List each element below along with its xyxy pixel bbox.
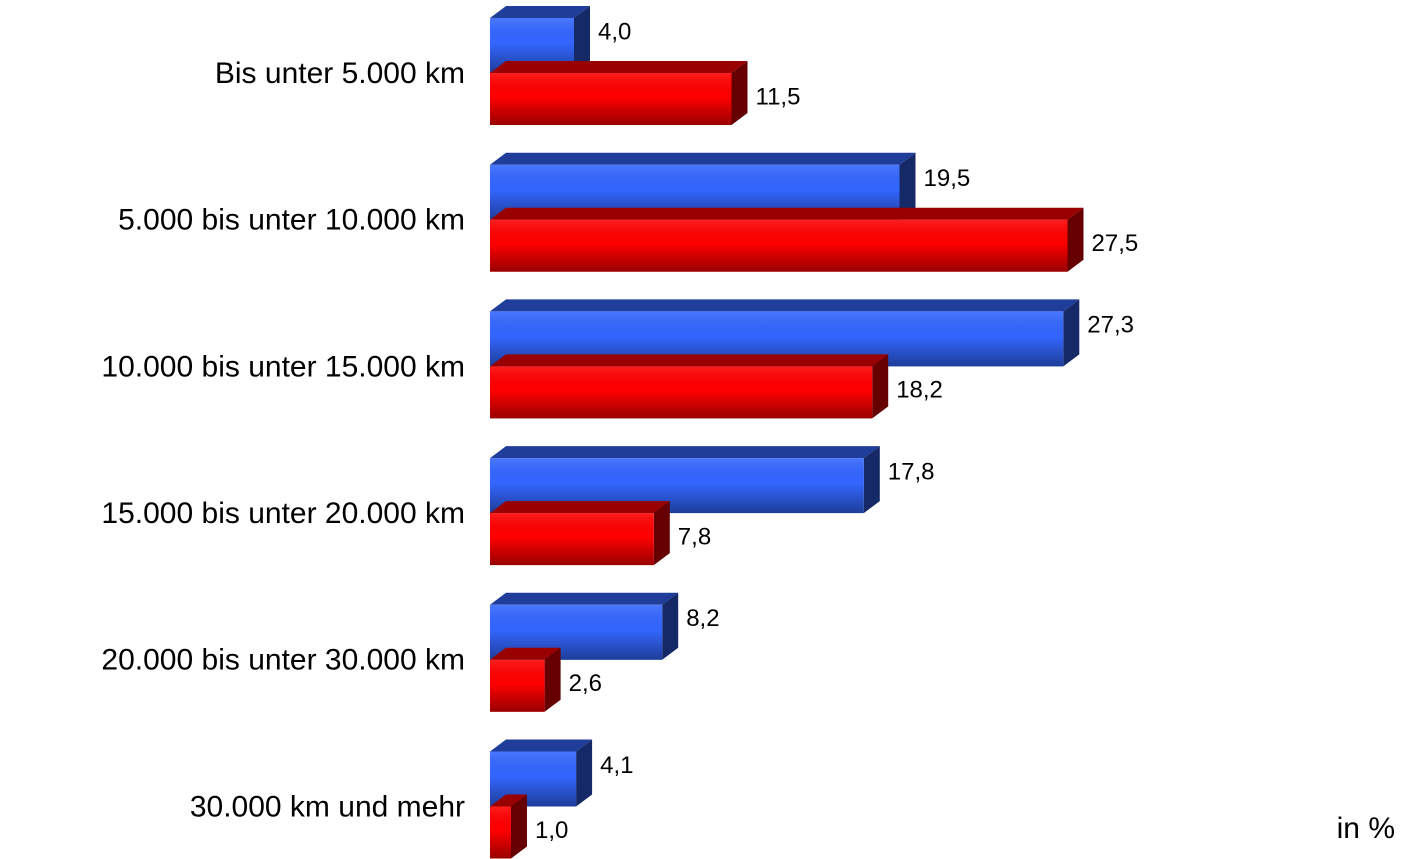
bar-side-face (899, 152, 916, 220)
category-label: 30.000 km und mehr (190, 790, 465, 823)
value-label: 7,8 (678, 523, 711, 550)
value-label: 18,2 (896, 377, 943, 404)
value-label: 2,6 (569, 670, 602, 697)
bar-top-face (490, 592, 679, 605)
bar-side-face (576, 739, 593, 807)
value-label: 19,5 (924, 165, 971, 192)
bar-top-face (490, 6, 590, 18)
category-label: Bis unter 5.000 km (215, 57, 465, 90)
bar-top-face (490, 207, 1084, 220)
bar-shade (490, 513, 654, 566)
value-label: 4,1 (600, 752, 633, 779)
bar-side-face (1067, 207, 1084, 272)
bar-side-face (511, 794, 527, 859)
bar-shade (490, 73, 732, 125)
value-label: 27,3 (1087, 312, 1134, 339)
value-label: 17,8 (888, 458, 935, 485)
bar-side-face (731, 61, 748, 125)
bar-top-face (490, 446, 880, 459)
value-label: 4,0 (598, 18, 631, 45)
value-label: 8,2 (686, 605, 719, 632)
category-label: 15.000 bis unter 20.000 km (101, 497, 465, 530)
bar-side-face (574, 6, 590, 73)
bar-top-face (490, 739, 593, 752)
category-label: 5.000 bis unter 10.000 km (118, 204, 465, 237)
bar-side-face (1063, 299, 1080, 367)
bar-shade (490, 366, 873, 419)
bar-shade (490, 806, 511, 859)
bar-top-face (490, 794, 527, 807)
value-label: 11,5 (756, 83, 801, 110)
value-label: 27,5 (1092, 230, 1139, 257)
bar-side-face (872, 354, 889, 419)
bar-shade (490, 219, 1068, 272)
bar-top-face (490, 501, 670, 514)
category-label: 20.000 bis unter 30.000 km (101, 644, 465, 677)
bar-top-face (490, 647, 561, 660)
value-label: 1,0 (535, 817, 568, 844)
bar-shade (490, 659, 545, 712)
bar-side-face (653, 501, 670, 566)
bar-top-face (490, 354, 889, 367)
category-label: 10.000 bis unter 15.000 km (101, 350, 465, 383)
bar-top-face (490, 152, 916, 165)
bar-top-face (490, 299, 1080, 312)
bar-side-face (544, 647, 561, 712)
bar-side-face (662, 592, 679, 660)
bar-top-face (490, 61, 748, 73)
unit-annotation: in % (1337, 812, 1395, 845)
bar-side-face (863, 446, 880, 514)
